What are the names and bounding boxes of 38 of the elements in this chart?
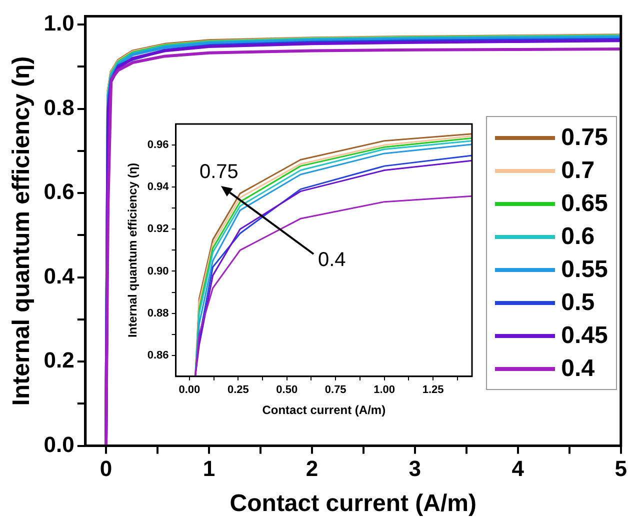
annotation: 0.4 [318,249,346,272]
x-tick-label: 2 [306,456,318,482]
x-tick-label: 0.50 [276,384,298,396]
x-tick-label: 0 [100,456,112,482]
x-tick-label: 0.25 [227,384,249,396]
x-tick-label: 1 [202,456,216,482]
legend-label: 0.5 [561,288,595,317]
y-tick-label: 0.4 [44,263,76,288]
y-tick-label: 0.90 [147,265,169,278]
legend-label: 0.75 [561,124,608,152]
x-axis-title: Contact current (A/m) [230,490,476,518]
annotation: 0.75 [200,160,238,183]
y-tick-label: 0.86 [147,349,169,362]
x-tick-label: 1.00 [374,384,396,396]
y-tick-label: 1.0 [44,10,74,36]
x-tick-label: 0.00 [178,384,200,396]
y-tick-label: 0.94 [147,181,170,194]
y-tick-label: 0.88 [147,307,169,320]
x-tick-label: 3 [408,456,422,482]
legend-label: 0.55 [561,256,608,284]
legend-label: 0.45 [561,322,608,350]
y-tick-label: 0.96 [147,139,169,152]
x-tick-label: 0.75 [324,384,346,396]
y-axis-title: Internal quantum efficiency (η) [126,162,140,338]
y-tick-label: 0.6 [44,179,74,204]
legend-label: 0.7 [561,156,595,185]
legend-label: 0.6 [561,222,595,251]
x-tick-label: 4 [512,456,525,482]
y-tick-label: 0.0 [44,432,74,457]
y-tick-label: 0.8 [44,94,74,120]
x-tick-label: 5 [614,456,628,482]
y-tick-label: 0.92 [147,223,169,236]
legend-label: 0.4 [561,354,595,383]
x-axis-title: Contact current (A/m) [262,403,386,418]
y-axis-title: Internal quantum efficiency (η) [8,56,36,406]
legend-label: 0.65 [561,190,608,218]
x-tick-label: 1.25 [422,384,444,396]
y-tick-label: 0.2 [44,348,74,373]
